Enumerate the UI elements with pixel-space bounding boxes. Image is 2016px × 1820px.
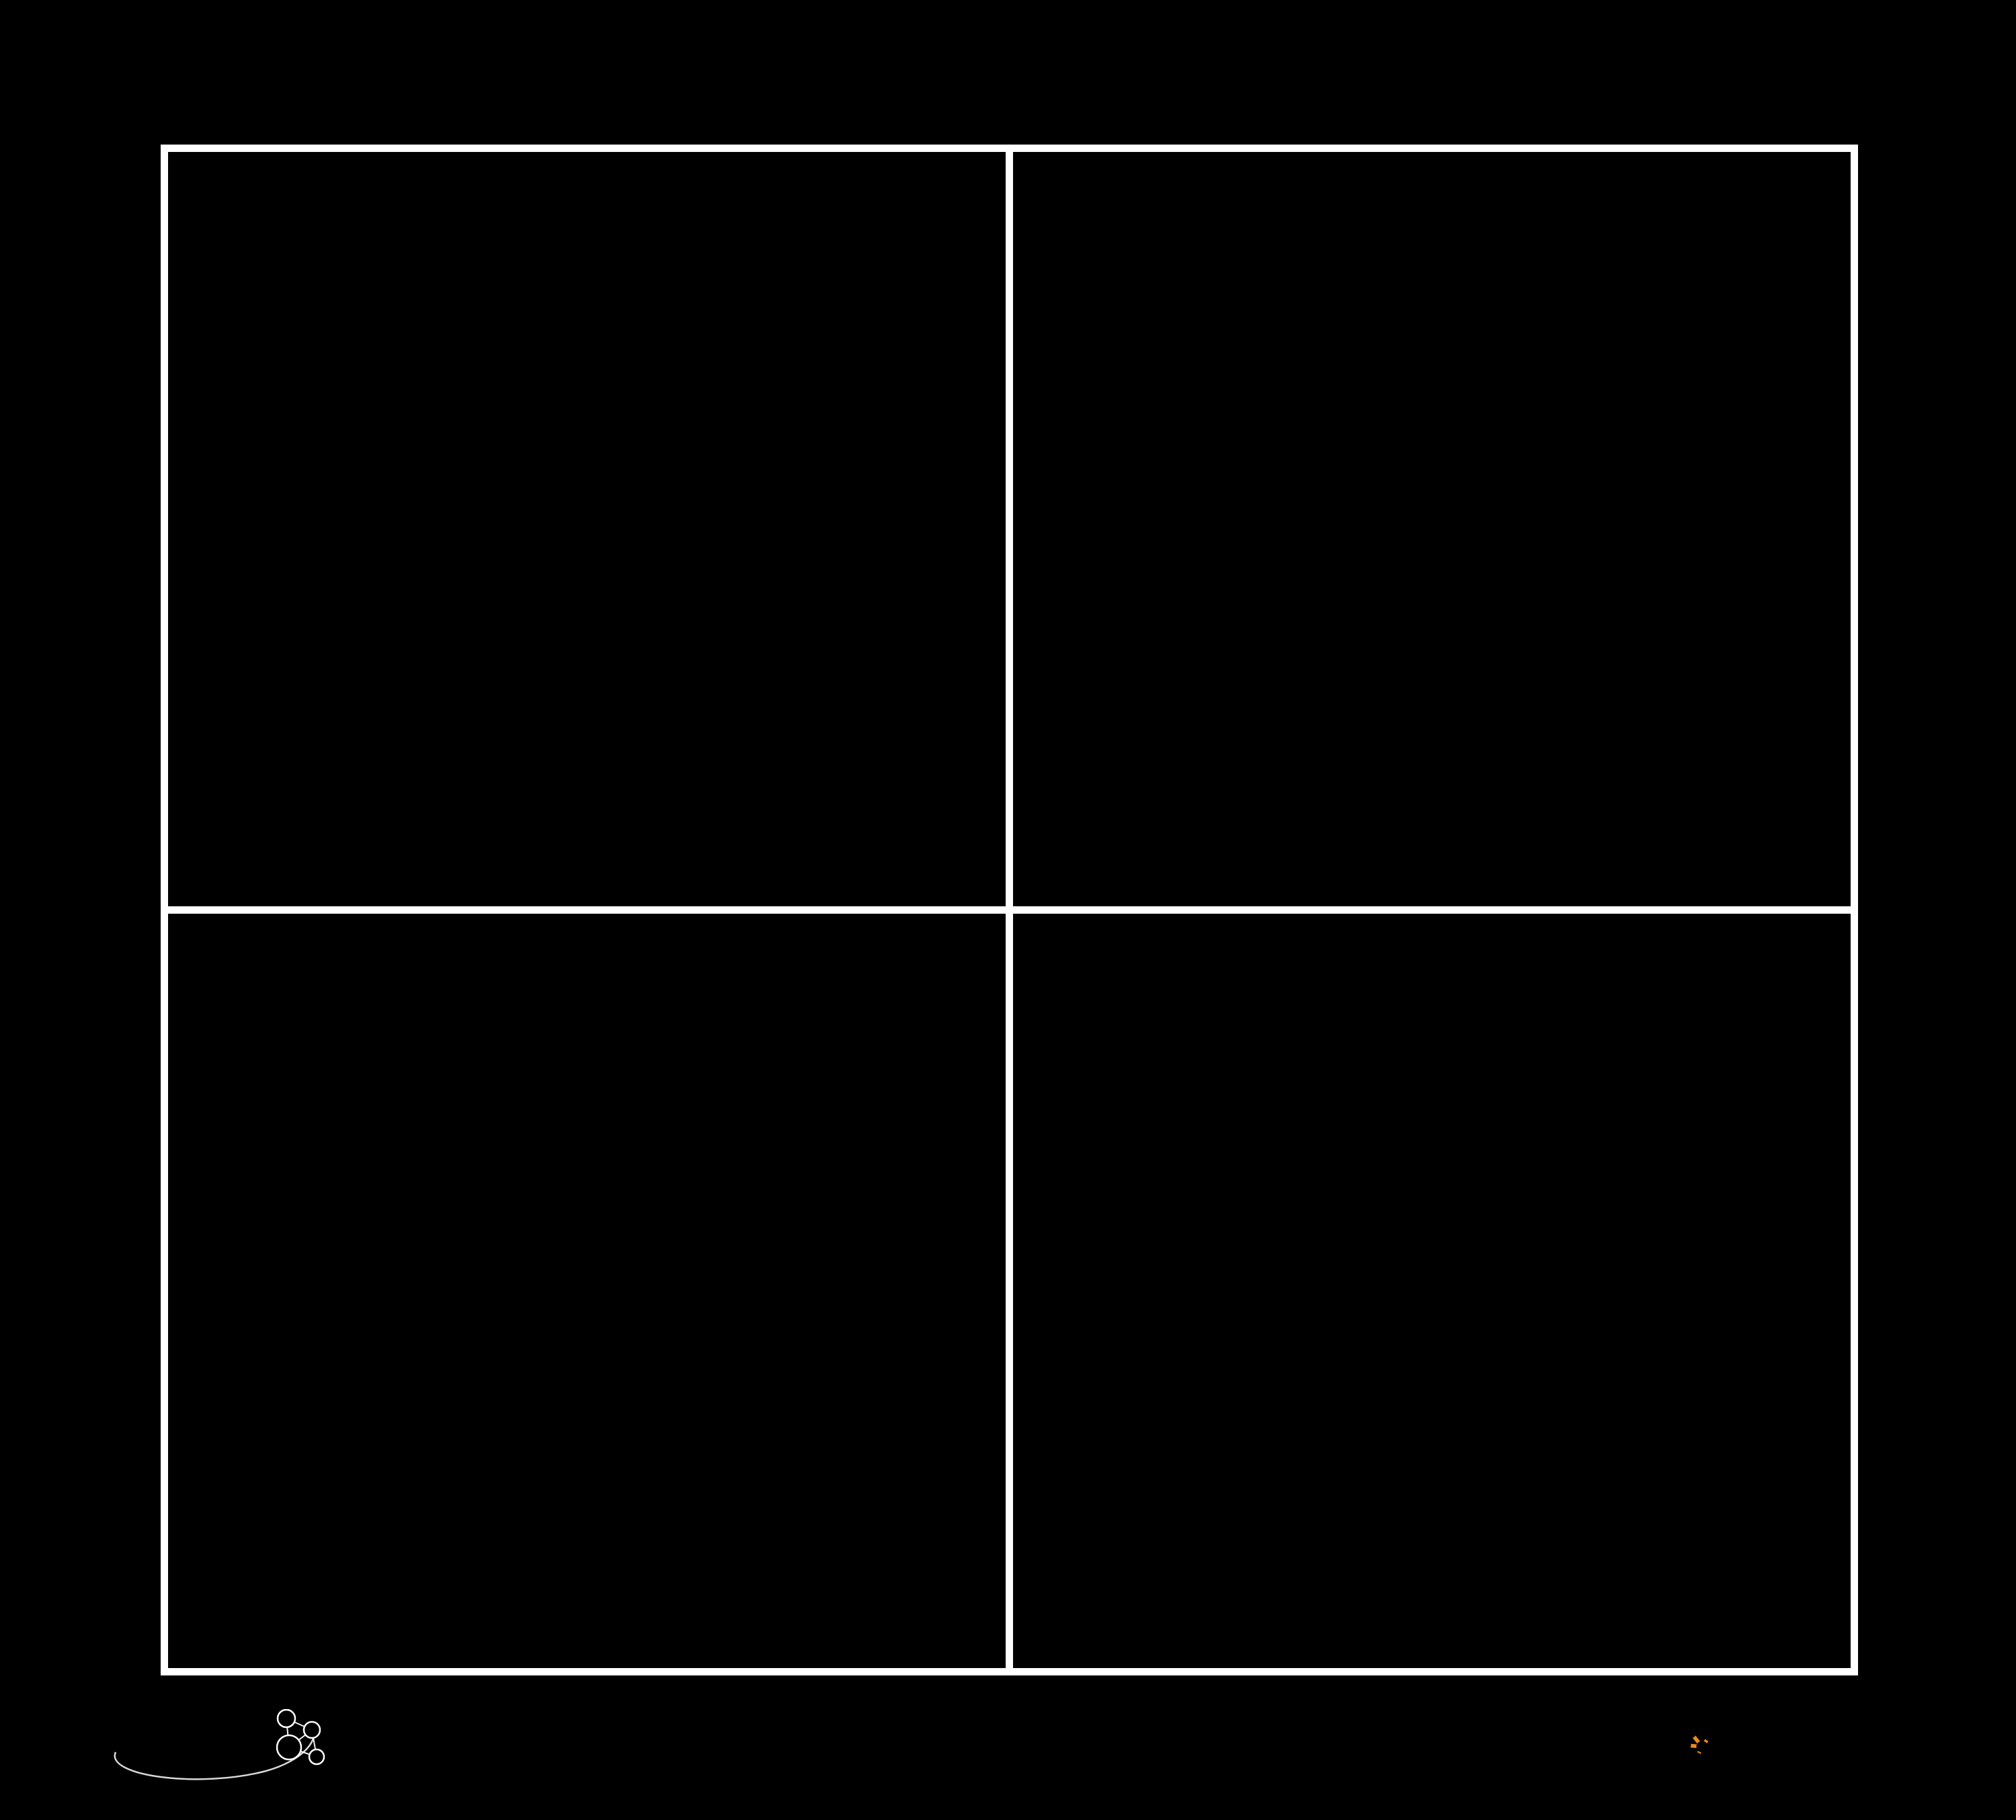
cytoscape-logo: [1683, 1729, 1713, 1763]
relevant-ingredient-circle-marker-icon: [1174, 863, 1188, 881]
network-panel-bottom-left: [168, 914, 1006, 1668]
disease-diamond-marker-icon: [483, 861, 501, 881]
network-panel-bottom-right: [1013, 914, 1851, 1668]
legend-item-cancers: [1143, 1646, 1392, 1659]
decreased-risk-diamond-marker-icon: [1113, 861, 1131, 881]
legend-item-decreased-risk: [1113, 865, 1139, 878]
network-graph-disease-risk: [1013, 152, 1851, 906]
legend-item-carbohydrates: [378, 1626, 401, 1644]
edgeleap-logo: [114, 1709, 325, 1780]
lipids-circle-marker-icon: [477, 1626, 491, 1644]
ingredient-circle-marker-icon: [370, 863, 384, 881]
legend: [1052, 863, 1198, 881]
carbohydrates-circle-marker-icon: [378, 1626, 392, 1644]
edgeleap-network-icon: [276, 1709, 325, 1766]
legend: [370, 863, 510, 881]
legend-item-mental-disorders: [1143, 1622, 1392, 1635]
network-graph-ingredient-disease: [168, 152, 1006, 906]
legend-item-immune-system-diseases: [1392, 1622, 1418, 1635]
network-graph-disease-classes: [1013, 914, 1851, 1668]
edgeleap-swoosh-icon: [114, 1723, 315, 1780]
legend-item-amino-acids: [279, 1626, 303, 1644]
cytoscape-network-icon: [1683, 1729, 1713, 1763]
legend-item-disease: [484, 865, 510, 878]
network-graph-nutrient-classes: [168, 914, 1006, 1668]
amino-acids-circle-marker-icon: [279, 1626, 293, 1644]
network-panel-top-right: [1013, 152, 1851, 906]
increased-risk-diamond-marker-icon: [1051, 861, 1070, 881]
legend-item-ingredient: [370, 863, 393, 881]
legend-item-relevant-ingredient: [1174, 863, 1198, 881]
legend-item-increased-risk: [1052, 865, 1078, 878]
figure-board: [161, 145, 1858, 1675]
network-panel-top-left: [168, 152, 1006, 906]
legend-item-lipids: [477, 1626, 500, 1644]
legend: [279, 1626, 500, 1644]
legend: [1143, 1622, 1418, 1659]
legend-item-nutritional-metabolic-diseases: [1392, 1646, 1418, 1659]
